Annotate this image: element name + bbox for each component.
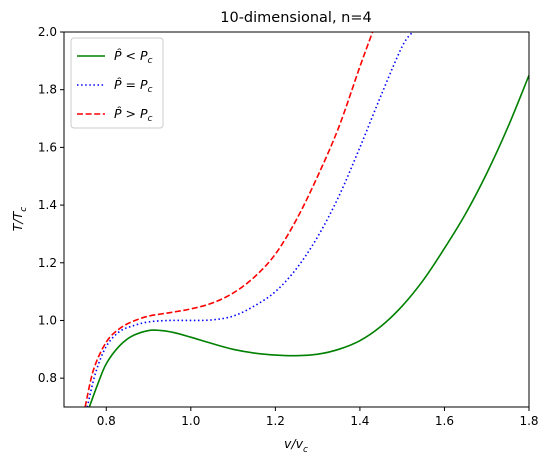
- series-line-above-critical: [84, 32, 374, 407]
- legend-box: [70, 37, 164, 129]
- y-tick-label: 1.2: [38, 256, 57, 270]
- y-tick-label: 0.8: [38, 371, 57, 385]
- legend: P̂ < Pc P̂ = Pc P̂ > Pc: [70, 37, 164, 129]
- series-layer: [84, 32, 529, 407]
- x-tick-label: 1.2: [266, 414, 285, 428]
- y-tick-label: 2.0: [38, 25, 57, 39]
- y-tick-label: 1.6: [38, 140, 57, 154]
- series-line-critical: [86, 32, 414, 407]
- x-tick-label: 1.8: [519, 414, 538, 428]
- y-tick-label: 1.8: [38, 83, 57, 97]
- legend-label-lt: P̂ < Pc: [114, 48, 153, 66]
- x-axis-ticks: 0.8 1.0 1.2 1.4 1.6 1.8: [97, 407, 539, 428]
- x-tick-label: 1.4: [350, 414, 369, 428]
- chart-title: 10-dimensional, n=4: [220, 10, 372, 26]
- y-axis-label: T/Tc: [10, 207, 29, 231]
- plot-border: [63, 31, 530, 408]
- x-tick-label: 1.6: [435, 414, 454, 428]
- y-tick-label: 1.4: [38, 198, 57, 212]
- legend-label-gt: P̂ > Pc: [114, 106, 153, 124]
- legend-label-eq: P̂ = Pc: [114, 77, 153, 95]
- series-line-below-critical: [88, 74, 529, 407]
- x-axis-label: v/vc: [284, 436, 308, 455]
- x-tick-label: 1.0: [181, 414, 200, 428]
- y-axis-ticks: 0.8 1.0 1.2 1.4 1.6 1.8 2.0: [38, 25, 64, 385]
- x-tick-label: 0.8: [97, 414, 116, 428]
- y-tick-label: 1.0: [38, 313, 57, 327]
